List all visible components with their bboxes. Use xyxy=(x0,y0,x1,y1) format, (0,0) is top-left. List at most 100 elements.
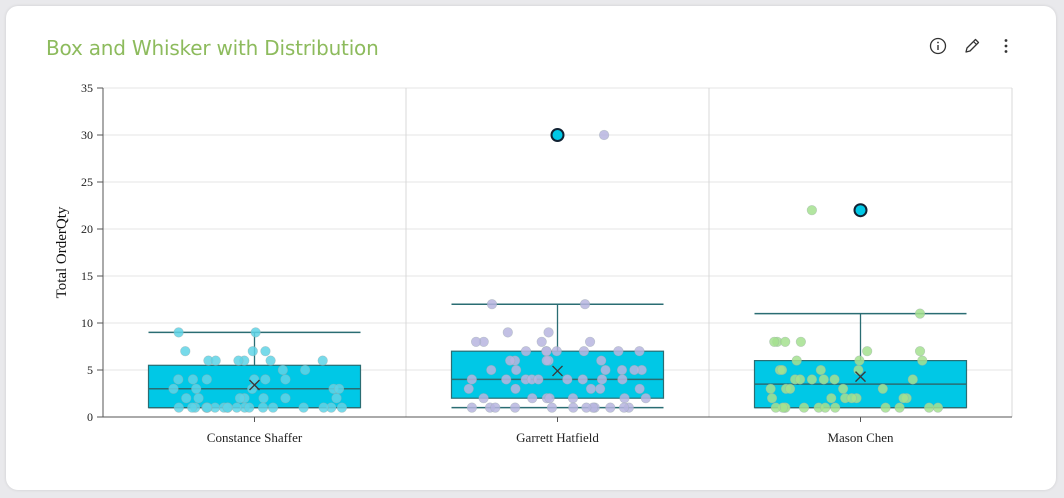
more-vertical-icon[interactable] xyxy=(996,36,1016,56)
data-point xyxy=(798,402,810,413)
y-axis-label: Total OrderQty xyxy=(54,206,70,298)
box-iqr xyxy=(450,350,665,399)
data-point xyxy=(917,355,928,366)
x-tick-label: Mason Chen xyxy=(827,430,894,445)
data-point xyxy=(826,393,837,404)
data-point xyxy=(234,393,246,404)
data-point xyxy=(806,374,818,385)
data-point xyxy=(595,383,606,394)
mean-marker xyxy=(855,371,866,383)
data-point xyxy=(785,383,796,394)
data-point xyxy=(233,355,244,366)
data-point xyxy=(187,374,199,385)
data-point xyxy=(168,383,179,394)
data-point xyxy=(629,364,640,376)
data-point xyxy=(618,402,630,413)
data-point xyxy=(617,374,628,385)
data-point xyxy=(300,364,311,376)
data-point xyxy=(795,374,806,385)
data-point xyxy=(619,393,630,404)
data-point xyxy=(267,402,279,413)
mean-marker xyxy=(552,365,563,377)
data-point xyxy=(541,346,552,357)
data-point xyxy=(914,308,926,319)
x-tick-label: Constance Shaffer xyxy=(207,430,303,445)
data-point xyxy=(543,327,554,338)
data-point xyxy=(581,402,592,413)
data-point xyxy=(191,383,202,394)
data-point xyxy=(853,364,864,376)
y-tick-label: 15 xyxy=(81,269,93,283)
data-point xyxy=(596,355,607,366)
data-point xyxy=(818,374,829,385)
data-point xyxy=(616,364,628,376)
data-point xyxy=(173,402,184,413)
data-point xyxy=(181,393,192,404)
data-point xyxy=(333,383,345,394)
y-tick-label: 25 xyxy=(81,175,93,189)
data-point xyxy=(180,346,191,357)
data-point xyxy=(470,336,482,347)
data-point xyxy=(578,346,590,357)
chart-title: Box and Whisker with Distribution xyxy=(46,36,379,60)
data-point xyxy=(634,383,645,394)
data-point xyxy=(838,383,849,394)
data-point xyxy=(317,355,328,366)
data-point xyxy=(830,402,841,413)
data-point xyxy=(923,402,935,413)
info-icon[interactable] xyxy=(928,36,948,56)
data-point xyxy=(265,355,276,366)
data-point xyxy=(331,393,342,404)
data-point xyxy=(551,346,562,357)
y-tick-label: 35 xyxy=(81,81,93,95)
data-point xyxy=(536,336,547,347)
data-point xyxy=(600,364,611,376)
data-point xyxy=(502,327,513,338)
data-point xyxy=(505,355,516,366)
data-point xyxy=(336,402,348,413)
y-tick-label: 10 xyxy=(81,316,93,330)
data-point xyxy=(815,364,826,376)
data-point xyxy=(806,205,817,216)
data-point xyxy=(193,393,204,404)
data-point xyxy=(510,402,521,413)
data-point xyxy=(584,336,596,347)
data-point xyxy=(907,374,918,385)
data-point xyxy=(640,393,651,404)
data-point xyxy=(231,402,242,413)
data-point xyxy=(546,402,558,413)
data-point xyxy=(776,364,788,376)
data-point xyxy=(318,402,329,413)
data-point xyxy=(567,393,579,404)
data-point xyxy=(247,383,258,394)
data-point xyxy=(765,383,776,394)
data-point xyxy=(770,402,781,413)
data-point xyxy=(599,129,610,141)
data-point xyxy=(280,393,291,404)
data-point xyxy=(769,336,780,347)
data-point xyxy=(579,299,591,310)
data-point xyxy=(829,374,840,385)
data-point xyxy=(486,299,498,310)
data-point xyxy=(862,346,873,357)
data-point xyxy=(527,393,538,404)
edit-pencil-icon[interactable] xyxy=(962,36,982,56)
data-point xyxy=(466,374,477,385)
data-point xyxy=(795,336,806,347)
data-point xyxy=(511,364,522,376)
data-point xyxy=(932,402,944,413)
data-point xyxy=(880,402,891,413)
data-point xyxy=(533,374,544,385)
data-point xyxy=(201,374,212,385)
y-tick-label: 0 xyxy=(87,410,93,424)
data-point xyxy=(541,355,552,366)
data-point xyxy=(463,383,474,394)
data-point xyxy=(898,393,909,404)
data-point xyxy=(914,346,926,357)
data-point xyxy=(596,374,608,385)
data-point xyxy=(222,402,233,413)
data-point xyxy=(201,402,213,413)
data-point xyxy=(605,402,616,413)
data-point xyxy=(173,374,184,385)
